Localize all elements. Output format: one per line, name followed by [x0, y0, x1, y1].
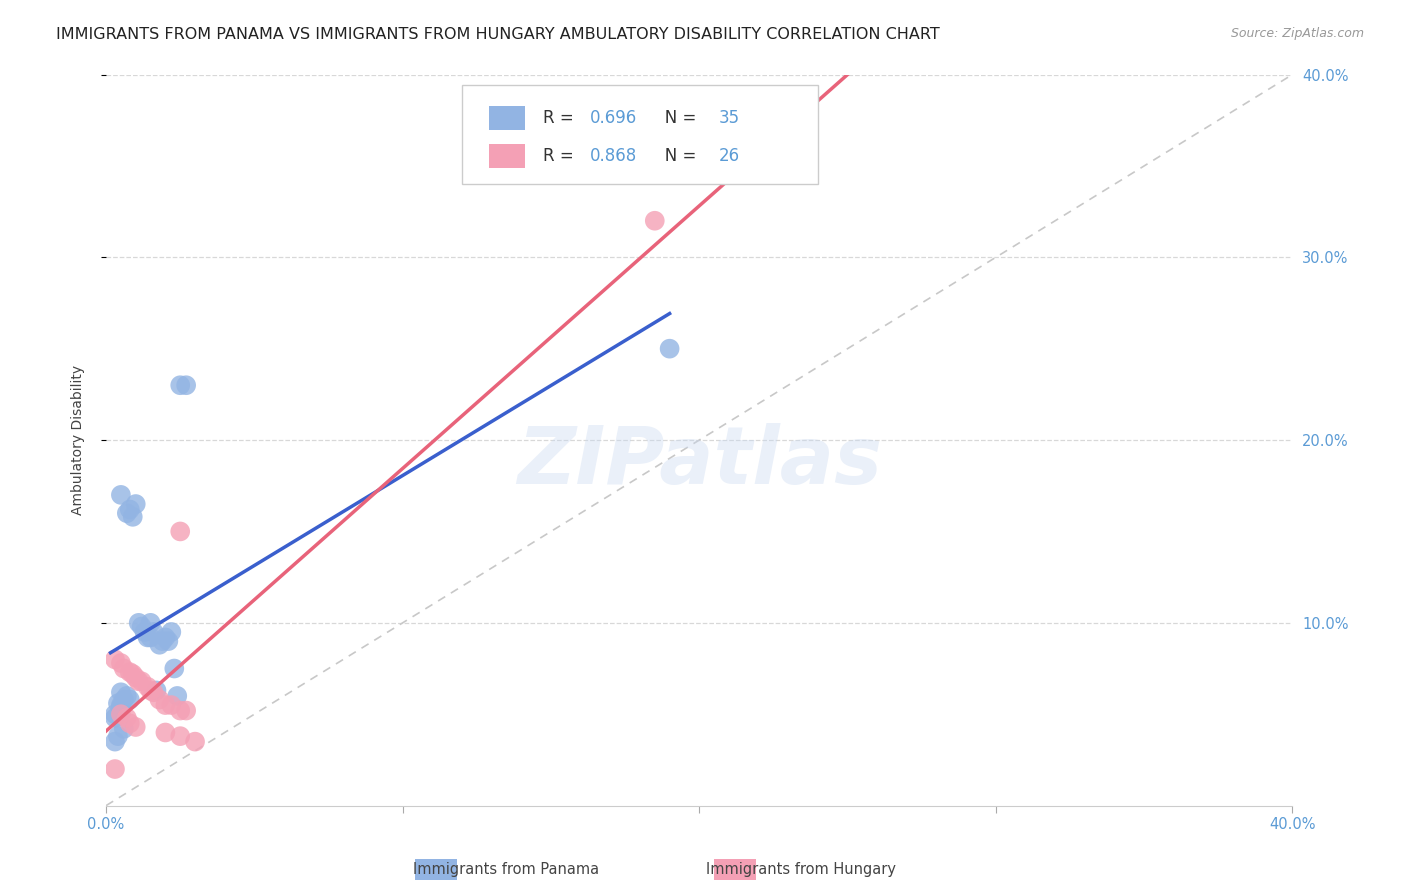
Point — [152, 634, 174, 648]
Point — [134, 624, 156, 639]
FancyBboxPatch shape — [463, 86, 818, 184]
Point — [110, 707, 132, 722]
Point — [112, 722, 135, 736]
Point — [104, 652, 127, 666]
Text: IMMIGRANTS FROM PANAMA VS IMMIGRANTS FROM HUNGARY AMBULATORY DISABILITY CORRELAT: IMMIGRANTS FROM PANAMA VS IMMIGRANTS FRO… — [56, 27, 941, 42]
Point — [136, 631, 159, 645]
Point — [110, 699, 132, 714]
Point — [169, 729, 191, 743]
Point — [139, 683, 162, 698]
Text: Immigrants from Panama: Immigrants from Panama — [413, 863, 599, 877]
Point — [104, 734, 127, 748]
FancyBboxPatch shape — [489, 144, 524, 168]
Point — [169, 704, 191, 718]
Point — [169, 378, 191, 392]
Point — [136, 680, 159, 694]
Point — [110, 698, 132, 712]
Point — [121, 667, 143, 681]
Point — [104, 711, 127, 725]
Point — [163, 661, 186, 675]
Point — [160, 698, 183, 712]
Point — [155, 631, 177, 645]
Text: R =: R = — [543, 147, 579, 165]
Text: Source: ZipAtlas.com: Source: ZipAtlas.com — [1230, 27, 1364, 40]
Point — [142, 624, 165, 639]
Point — [104, 762, 127, 776]
Point — [148, 638, 170, 652]
Point — [107, 729, 129, 743]
Point — [131, 619, 153, 633]
Text: 35: 35 — [718, 110, 740, 128]
Point — [118, 692, 141, 706]
Point — [110, 685, 132, 699]
Point — [644, 213, 666, 227]
Point — [174, 378, 197, 392]
Point — [112, 692, 135, 706]
Text: 0.696: 0.696 — [591, 110, 637, 128]
Point — [128, 615, 150, 630]
Point — [118, 665, 141, 680]
Point — [125, 497, 148, 511]
Point — [160, 624, 183, 639]
Point — [139, 631, 162, 645]
Text: N =: N = — [650, 110, 702, 128]
Text: Immigrants from Hungary: Immigrants from Hungary — [706, 863, 897, 877]
Point — [155, 698, 177, 712]
Point — [110, 656, 132, 670]
Point — [658, 342, 681, 356]
Point — [118, 716, 141, 731]
Text: 0.868: 0.868 — [591, 147, 637, 165]
Y-axis label: Ambulatory Disability: Ambulatory Disability — [72, 365, 86, 515]
Point — [115, 506, 138, 520]
Point — [121, 509, 143, 524]
Point — [104, 707, 127, 722]
FancyBboxPatch shape — [489, 106, 524, 130]
Point — [184, 734, 207, 748]
Point — [157, 634, 180, 648]
Point — [118, 502, 141, 516]
Point — [107, 696, 129, 710]
Point — [174, 704, 197, 718]
Text: N =: N = — [650, 147, 702, 165]
Point — [145, 683, 167, 698]
Point — [169, 524, 191, 539]
Point — [115, 689, 138, 703]
Point — [112, 661, 135, 675]
Point — [142, 685, 165, 699]
Point — [125, 671, 148, 685]
Point — [110, 488, 132, 502]
Point — [148, 692, 170, 706]
Text: 26: 26 — [718, 147, 740, 165]
Point — [125, 720, 148, 734]
Point — [139, 615, 162, 630]
Point — [128, 674, 150, 689]
Point — [166, 689, 188, 703]
Text: R =: R = — [543, 110, 579, 128]
Point — [115, 711, 138, 725]
Point — [131, 674, 153, 689]
Text: ZIPatlas: ZIPatlas — [517, 423, 882, 501]
Point — [155, 725, 177, 739]
